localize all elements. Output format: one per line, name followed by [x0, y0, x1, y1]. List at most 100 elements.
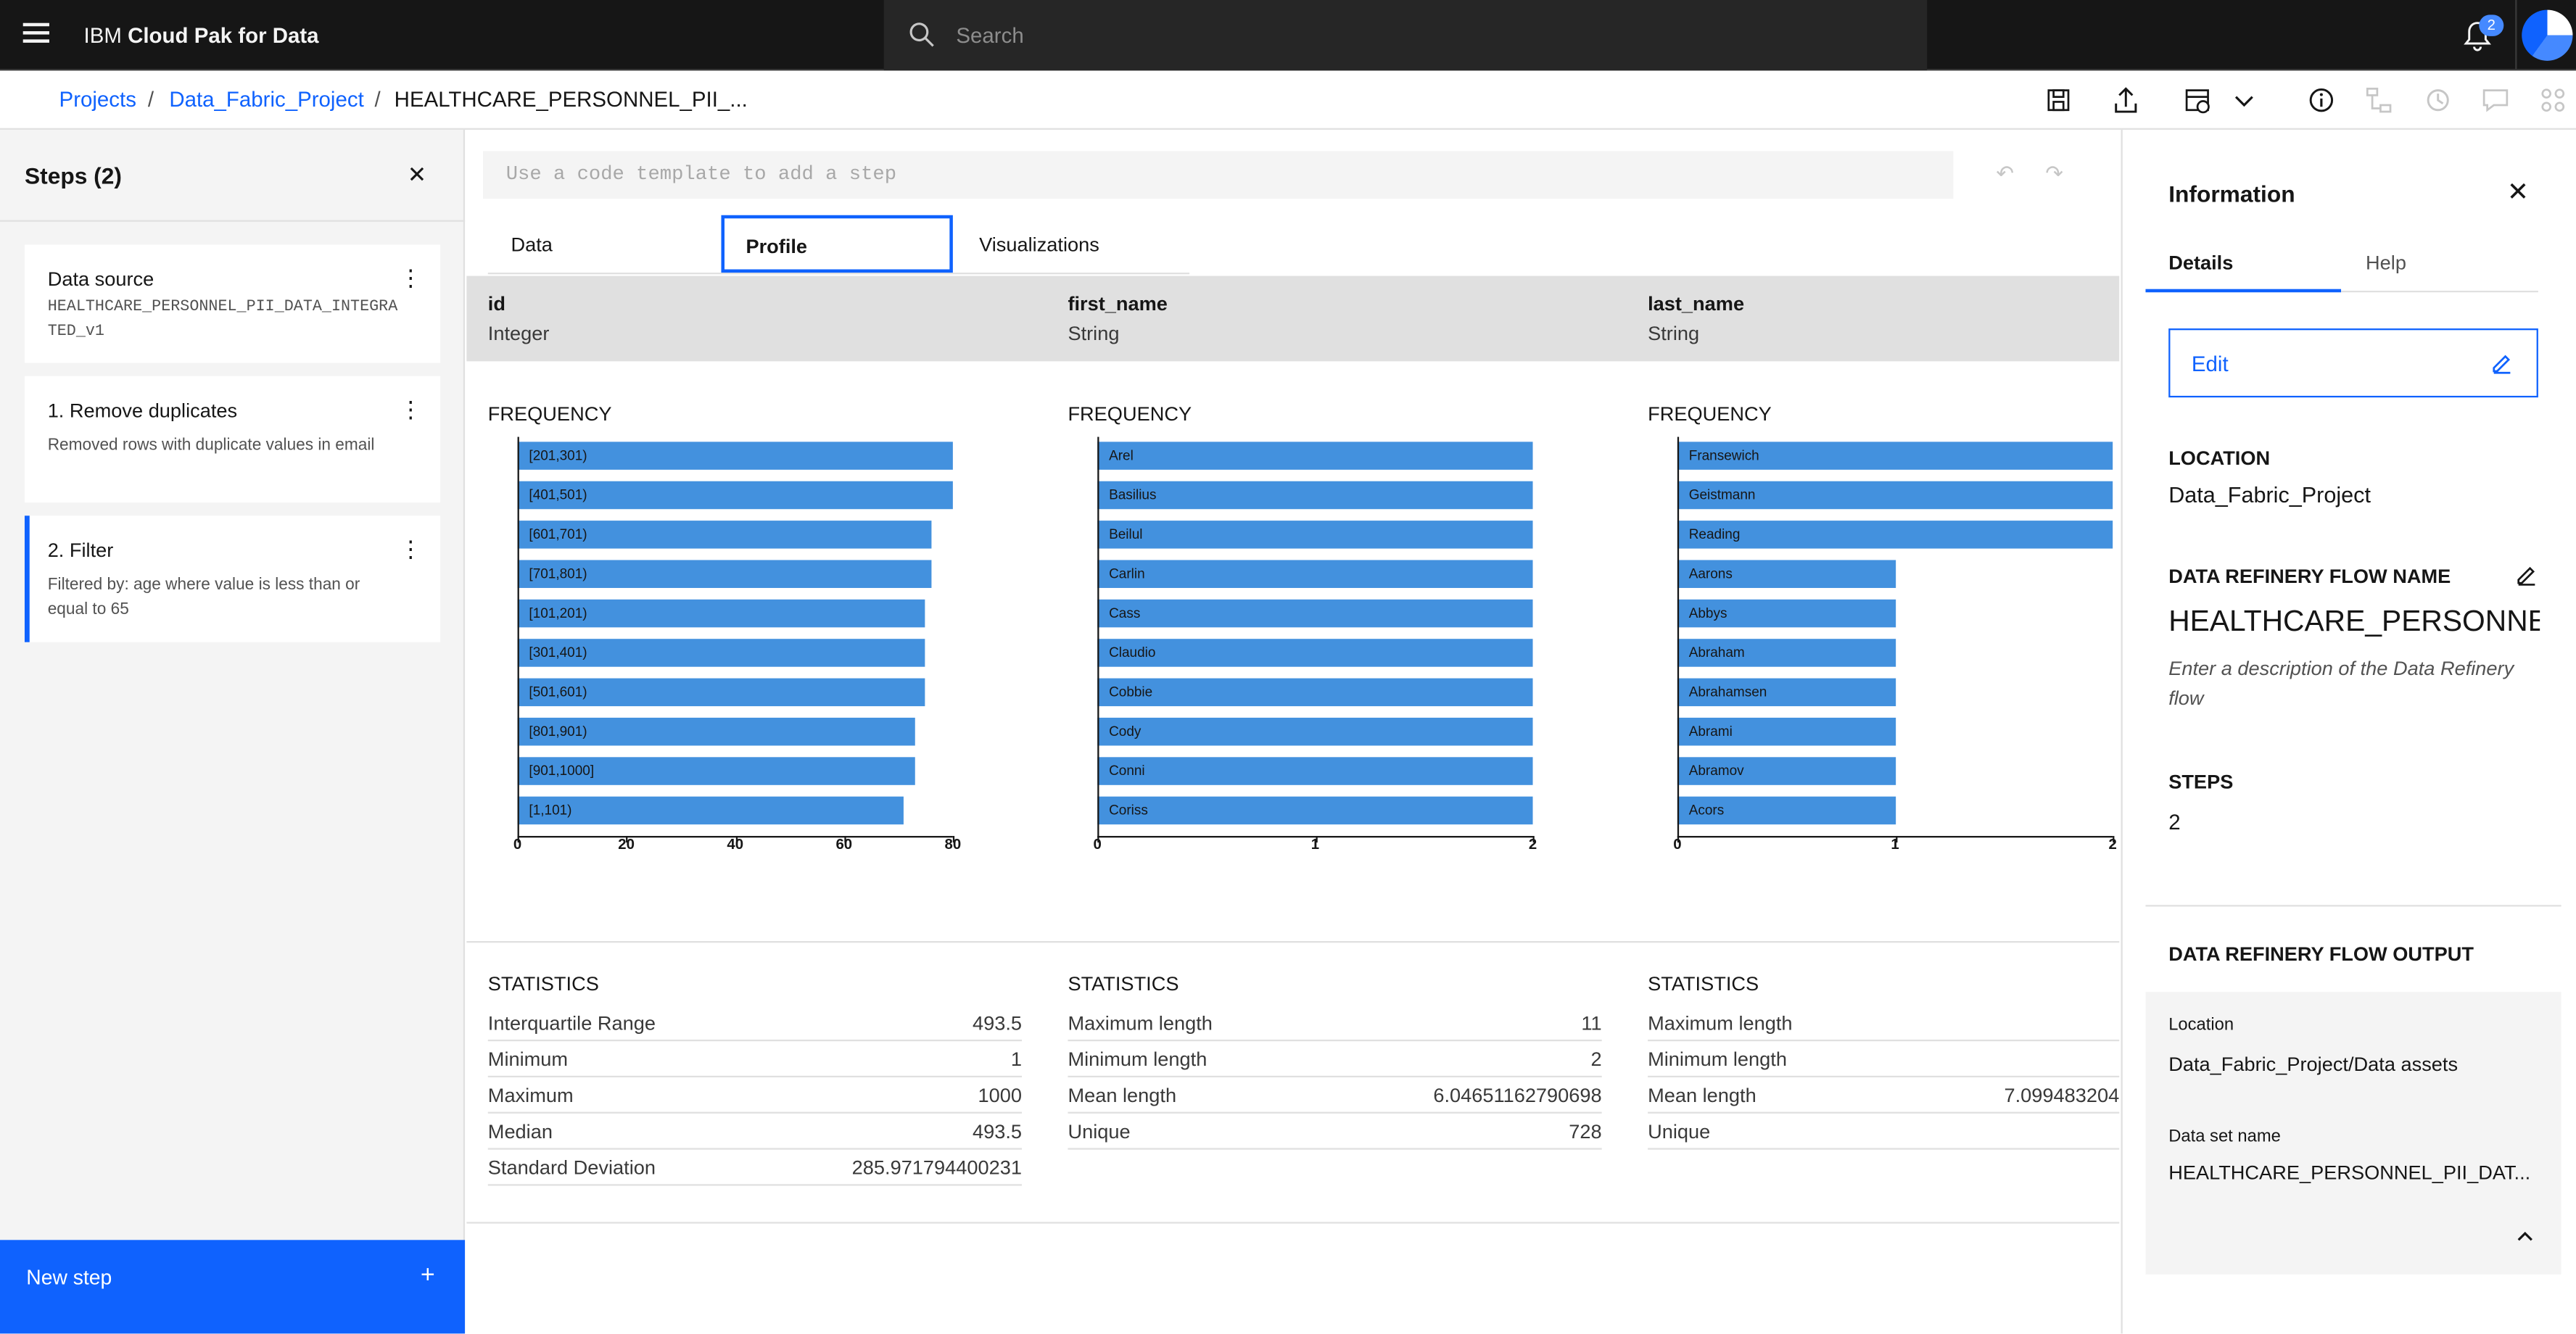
panel-divider: [2145, 905, 2561, 907]
product-brand[interactable]: IBM Cloud Pak for Data: [83, 22, 319, 48]
statistic-value: 728: [1569, 1119, 1602, 1143]
code-template-input[interactable]: Use a code template to add a step: [482, 151, 1954, 199]
x-axis-line: [1677, 836, 2113, 838]
close-icon[interactable]: ✕: [407, 160, 427, 188]
search-input[interactable]: Search: [956, 22, 1024, 48]
frequency-bar[interactable]: Abbys: [1677, 599, 1896, 628]
frequency-bar[interactable]: [1,101): [517, 796, 904, 825]
x-axis-tick-label: 0: [1673, 836, 1682, 853]
edit-button[interactable]: Edit: [2168, 328, 2538, 398]
frequency-label: FREQUENCY: [1068, 402, 1192, 426]
statistic-name: Unique: [1068, 1119, 1131, 1143]
frequency-bar[interactable]: Geistmann: [1677, 481, 2113, 510]
y-axis-line: [1677, 436, 1680, 838]
edit-name-icon[interactable]: [2515, 563, 2538, 587]
frequency-bar[interactable]: Cass: [1097, 599, 1533, 628]
breadcrumb-projects[interactable]: Projects: [59, 87, 136, 112]
statistic-row: Minimum length 2: [1068, 1041, 1602, 1078]
export-icon[interactable]: [2110, 84, 2142, 117]
statistic-row: Mean length 6.04651162790698: [1068, 1077, 1602, 1114]
x-axis-tick: [2113, 836, 2115, 843]
history-icon[interactable]: [2422, 84, 2454, 117]
breadcrumb-current: HEALTHCARE_PERSONNEL_PII_...: [394, 87, 748, 112]
avatar[interactable]: [2522, 9, 2573, 61]
frequency-bar[interactable]: Abrahamsen: [1677, 678, 1896, 707]
x-axis-tick: [1097, 836, 1099, 843]
step-card-remove-duplicates[interactable]: 1. Remove duplicates Removed rows with d…: [24, 376, 441, 503]
step-card-data-source[interactable]: Data source HEALTHCARE_PERSONNEL_PII_DAT…: [24, 244, 441, 363]
overflow-menu-icon[interactable]: ⋮: [399, 395, 423, 423]
tab-profile[interactable]: Profile: [721, 215, 953, 273]
frequency-bar[interactable]: Reading: [1677, 521, 2113, 549]
tab-visualizations[interactable]: Visualizations: [979, 233, 1099, 257]
tab-details[interactable]: Details: [2168, 251, 2234, 275]
info-icon[interactable]: [2305, 84, 2337, 117]
chevron-up-icon[interactable]: [2514, 1225, 2537, 1248]
frequency-bar[interactable]: [701,801): [517, 560, 931, 588]
active-tab-indicator: [2145, 289, 2342, 293]
frequency-bar[interactable]: Conni: [1097, 757, 1533, 785]
step-title: 2. Filter: [47, 539, 114, 562]
breadcrumb-project[interactable]: Data_Fabric_Project: [169, 87, 364, 112]
save-icon[interactable]: [2042, 84, 2075, 117]
step-card-filter[interactable]: 2. Filter Filtered by: age where value i…: [24, 515, 441, 642]
location-label: LOCATION: [2168, 447, 2271, 470]
statistics-label: STATISTICS: [487, 972, 599, 995]
overflow-menu-icon[interactable]: ⋮: [399, 535, 423, 562]
frequency-bar[interactable]: Basilius: [1097, 481, 1533, 510]
close-icon[interactable]: ✕: [2506, 178, 2530, 207]
frequency-bar[interactable]: [401,501): [517, 481, 953, 510]
frequency-bar[interactable]: [901,1000]: [517, 757, 915, 785]
chevron-down-icon[interactable]: [2228, 84, 2261, 117]
frequency-bar[interactable]: Abrami: [1677, 717, 1896, 746]
lineage-icon[interactable]: [2363, 84, 2395, 117]
frequency-bar[interactable]: [801,901): [517, 717, 915, 746]
description-input[interactable]: Enter a description of the Data Refinery…: [2168, 657, 2514, 709]
statistic-value: 1000: [978, 1084, 1023, 1107]
statistic-name: Maximum length: [1648, 1011, 1793, 1035]
frequency-bar[interactable]: Arel: [1097, 442, 1533, 470]
frequency-bar[interactable]: Cobbie: [1097, 678, 1533, 707]
frequency-bar[interactable]: [501,601): [517, 678, 926, 707]
y-axis-line: [1097, 436, 1099, 838]
hamburger-menu-icon[interactable]: [22, 22, 49, 46]
frequency-bar[interactable]: Carlin: [1097, 560, 1533, 588]
frequency-bar[interactable]: Abraham: [1677, 639, 1896, 667]
column-header-row: [466, 276, 2120, 362]
frequency-bar[interactable]: Coriss: [1097, 796, 1533, 825]
frequency-bar[interactable]: Claudio: [1097, 639, 1533, 667]
frequency-bar[interactable]: [301,401): [517, 639, 926, 667]
frequency-bar[interactable]: [601,701): [517, 521, 931, 549]
frequency-bar[interactable]: [201,301): [517, 442, 953, 470]
schedule-job-icon[interactable]: [2181, 84, 2214, 117]
statistic-row: Unique 728: [1068, 1114, 1602, 1150]
overflow-menu-icon[interactable]: ⋮: [399, 264, 423, 291]
frequency-bar[interactable]: Aarons: [1677, 560, 1896, 588]
x-axis-tick: [517, 836, 519, 843]
redo-icon[interactable]: ↷: [2045, 160, 2064, 186]
new-step-button[interactable]: New step +: [0, 1240, 466, 1334]
step-title: 1. Remove duplicates: [47, 399, 238, 423]
statistic-row: Interquartile Range 493.5: [487, 1005, 1023, 1042]
statistic-row: Maximum length 11: [1068, 1005, 1602, 1042]
new-step-label: New step: [26, 1266, 112, 1290]
frequency-bar[interactable]: Abramov: [1677, 757, 1896, 785]
global-search[interactable]: Search: [883, 0, 1928, 71]
frequency-bar[interactable]: [101,201): [517, 599, 926, 628]
column-type: Integer: [487, 321, 550, 345]
pencil-icon: [2493, 355, 2511, 374]
statistics-label: STATISTICS: [1648, 972, 1759, 995]
tab-data[interactable]: Data: [511, 233, 553, 257]
settings-icon[interactable]: [2537, 84, 2569, 117]
comment-icon[interactable]: [2479, 84, 2511, 117]
undo-icon[interactable]: ↶: [1996, 160, 2015, 186]
x-axis-tick: [735, 836, 737, 843]
frequency-bar[interactable]: Beilul: [1097, 521, 1533, 549]
flow-name-value: HEALTHCARE_PERSONNE...: [2168, 604, 2540, 637]
tab-help[interactable]: Help: [2366, 251, 2406, 275]
frequency-bar[interactable]: Acors: [1677, 796, 1896, 825]
frequency-bar[interactable]: Cody: [1097, 717, 1533, 746]
frequency-bar[interactable]: Fransewich: [1677, 442, 2113, 470]
statistic-name: Maximum: [487, 1084, 574, 1107]
x-axis-tick-label: 2: [1528, 836, 1537, 853]
